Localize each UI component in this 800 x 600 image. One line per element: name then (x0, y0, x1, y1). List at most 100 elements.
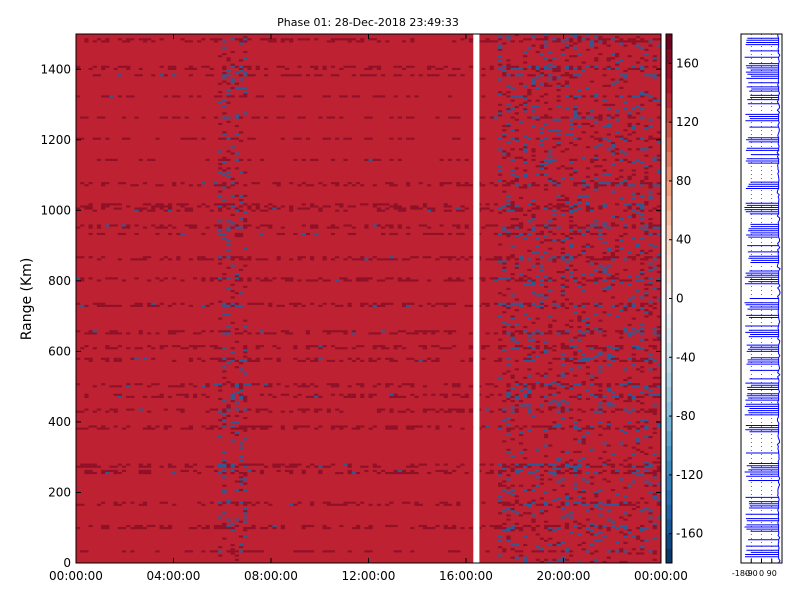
heatmap-cell (640, 69, 645, 73)
heatmap-cell (172, 385, 177, 388)
heatmap-cell (205, 205, 210, 208)
heatmap-cell (326, 116, 331, 119)
heatmap-cell (418, 330, 423, 333)
heatmap-cell (548, 527, 553, 530)
heatmap-cell (619, 383, 624, 386)
heatmap-cell (564, 256, 570, 259)
heatmap-cell (539, 160, 544, 164)
heatmap-cell (330, 65, 336, 68)
heatmap-cell (581, 497, 586, 500)
heatmap-cell (364, 116, 369, 119)
heatmap-cell (544, 57, 549, 60)
heatmap-cell (581, 524, 586, 528)
heatmap-cell (564, 408, 570, 411)
heatmap-cell (138, 330, 143, 333)
heatmap-cell (117, 232, 122, 236)
heatmap-cell (514, 95, 519, 98)
heatmap-cell (138, 408, 143, 411)
heatmap-cell (498, 232, 503, 236)
heatmap-cell (535, 317, 540, 320)
heatmap-cell (564, 201, 570, 204)
heatmap-cell (569, 347, 574, 350)
heatmap-cell (610, 163, 616, 166)
heatmap-cell (510, 254, 515, 257)
heatmap-cell (489, 410, 494, 413)
heatmap-cell (573, 361, 578, 365)
heatmap-cell (539, 351, 544, 354)
heatmap-cell (598, 385, 603, 388)
heatmap-cell (644, 452, 649, 456)
heatmap-cell (640, 328, 645, 331)
heatmap-cell (652, 376, 657, 379)
heatmap-cell (514, 218, 519, 221)
y-tick-label: 0 (63, 556, 71, 570)
heatmap-cell (322, 256, 327, 259)
heatmap-cell (589, 158, 595, 161)
heatmap-cell (518, 302, 524, 305)
heatmap-cell (602, 74, 607, 77)
heatmap-cell (552, 499, 557, 502)
heatmap-cell (310, 383, 315, 386)
heatmap-cell (255, 65, 260, 68)
heatmap-cell (88, 357, 93, 360)
heatmap-cell (531, 124, 536, 128)
heatmap-cell (498, 48, 503, 51)
heatmap-cell (652, 472, 657, 475)
heatmap-cell (247, 332, 252, 335)
heatmap-cell (452, 67, 457, 70)
heatmap-cell (552, 279, 557, 282)
heatmap-cell (255, 359, 260, 362)
heatmap-cell (598, 328, 603, 331)
heatmap-cell (502, 205, 507, 208)
heatmap-cell (230, 86, 235, 90)
heatmap-cell (569, 243, 574, 246)
heatmap-cell (581, 383, 586, 386)
heatmap-cell (301, 472, 306, 475)
heatmap-cell (222, 53, 227, 56)
heatmap-cell (276, 469, 281, 473)
heatmap-cell (105, 158, 110, 161)
heatmap-cell (573, 311, 578, 314)
heatmap-cell (105, 427, 110, 430)
heatmap-cell (360, 345, 365, 348)
heatmap-cell (510, 158, 515, 161)
heatmap-cell (343, 158, 348, 161)
heatmap-cell (105, 304, 110, 307)
heatmap-cell (606, 59, 611, 62)
heatmap-cell (544, 251, 549, 255)
heatmap-cell (389, 427, 394, 430)
colorbar-tick-label: 0 (676, 292, 684, 306)
heatmap-cell (631, 472, 636, 475)
heatmap-cell (548, 154, 553, 157)
heatmap-cell (652, 427, 657, 430)
heatmap-cell (184, 40, 189, 43)
heatmap-cell (498, 484, 503, 487)
heatmap-cell (652, 431, 657, 434)
heatmap-cell (544, 524, 549, 528)
heatmap-cell (619, 169, 624, 172)
heatmap-cell (569, 133, 574, 136)
heatmap-cell (556, 184, 561, 187)
heatmap-cell (631, 302, 636, 305)
heatmap-cell (243, 285, 248, 288)
heatmap-cell (301, 116, 306, 119)
heatmap-cell (619, 86, 624, 90)
heatmap-cell (523, 448, 528, 451)
heatmap-cell (222, 186, 227, 189)
heatmap-cell (355, 279, 361, 282)
heatmap-cell (581, 491, 586, 494)
heatmap-cell (560, 353, 565, 356)
heatmap-cell (234, 256, 239, 259)
heatmap-cell (481, 279, 486, 282)
heatmap-cell (577, 491, 582, 494)
x-tick-label: 00:00:00 (49, 569, 103, 583)
heatmap-cell (564, 558, 570, 561)
heatmap-cell (113, 408, 118, 411)
heatmap-cell (113, 385, 118, 388)
heatmap-cell (284, 393, 290, 396)
heatmap-cell (456, 465, 461, 468)
heatmap-cell (502, 262, 507, 265)
heatmap-cell (602, 442, 607, 445)
heatmap-cell (640, 160, 645, 164)
heatmap-cell (569, 275, 574, 278)
